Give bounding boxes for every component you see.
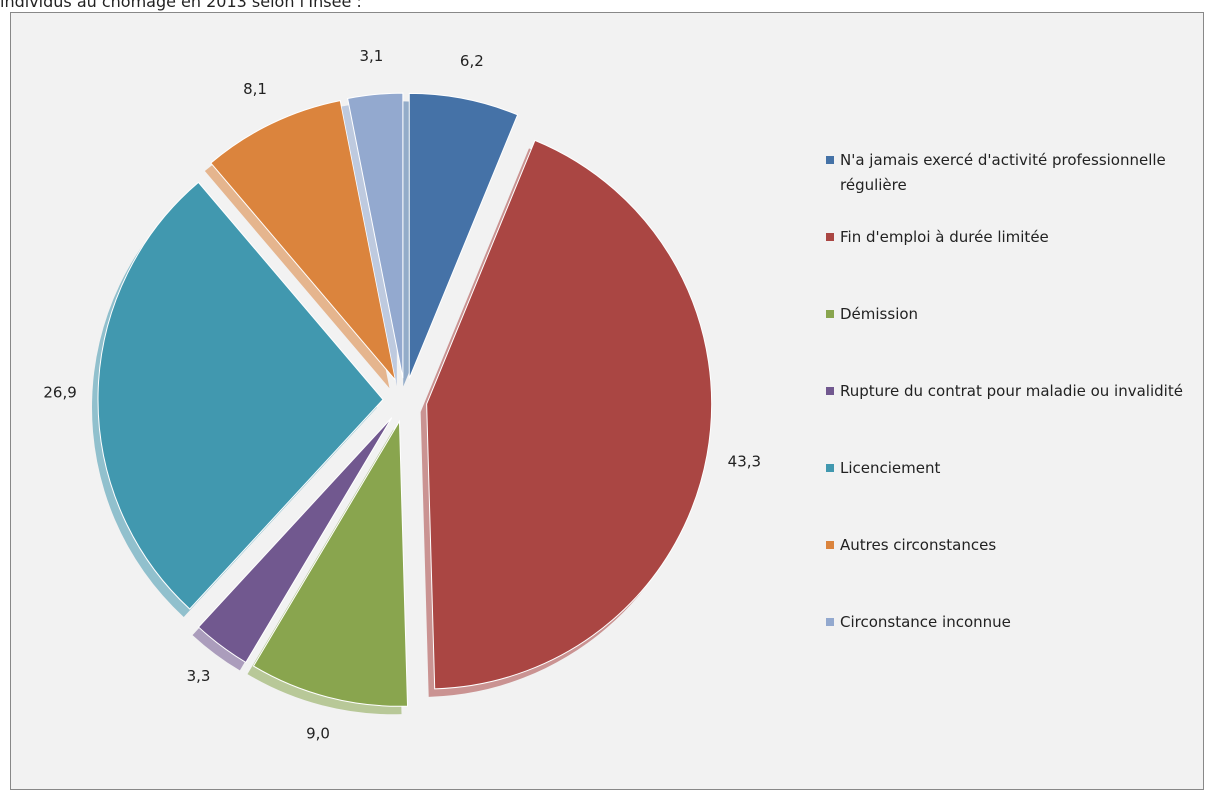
legend-item: Démission: [826, 302, 1196, 379]
legend-swatch: [826, 541, 834, 549]
legend-swatch: [826, 156, 834, 164]
data-label: 3,1: [359, 47, 383, 65]
legend-item: Autres circonstances: [826, 533, 1196, 610]
data-label: 26,9: [43, 383, 76, 401]
legend-label: N'a jamais exercé d'activité professionn…: [840, 151, 1166, 194]
legend-item: N'a jamais exercé d'activité professionn…: [826, 148, 1196, 225]
legend: N'a jamais exercé d'activité professionn…: [826, 148, 1196, 687]
legend-label: Rupture du contrat pour maladie ou inval…: [840, 382, 1183, 400]
data-label: 3,3: [187, 667, 211, 685]
slice: [97, 181, 384, 610]
legend-swatch: [826, 387, 834, 395]
data-label: 8,1: [243, 80, 267, 98]
legend-swatch: [826, 618, 834, 626]
legend-label: Circonstance inconnue: [840, 613, 1011, 631]
legend-swatch: [826, 310, 834, 318]
legend-item: Rupture du contrat pour maladie ou inval…: [826, 379, 1196, 456]
legend-label: Démission: [840, 305, 919, 323]
slice: [197, 417, 393, 664]
slice: [408, 92, 519, 379]
data-label: 6,2: [460, 52, 484, 70]
legend-item: Fin d'emploi à durée limitée: [826, 225, 1196, 302]
legend-label: Fin d'emploi à durée limitée: [840, 228, 1049, 246]
data-label: 9,0: [306, 724, 330, 742]
legend-swatch: [826, 464, 834, 472]
slice: [210, 99, 397, 382]
legend-label: Licenciement: [840, 459, 941, 477]
legend-label: Autres circonstances: [840, 536, 997, 554]
slice: [347, 92, 404, 379]
legend-item: Licenciement: [826, 456, 1196, 533]
data-label: 43,3: [728, 453, 761, 471]
slice: [426, 139, 713, 690]
chart-title: individus au chômage en 2013 selon l'Ins…: [0, 0, 362, 11]
legend-item: Circonstance inconnue: [826, 610, 1196, 687]
legend-swatch: [826, 233, 834, 241]
slice: [252, 419, 409, 707]
